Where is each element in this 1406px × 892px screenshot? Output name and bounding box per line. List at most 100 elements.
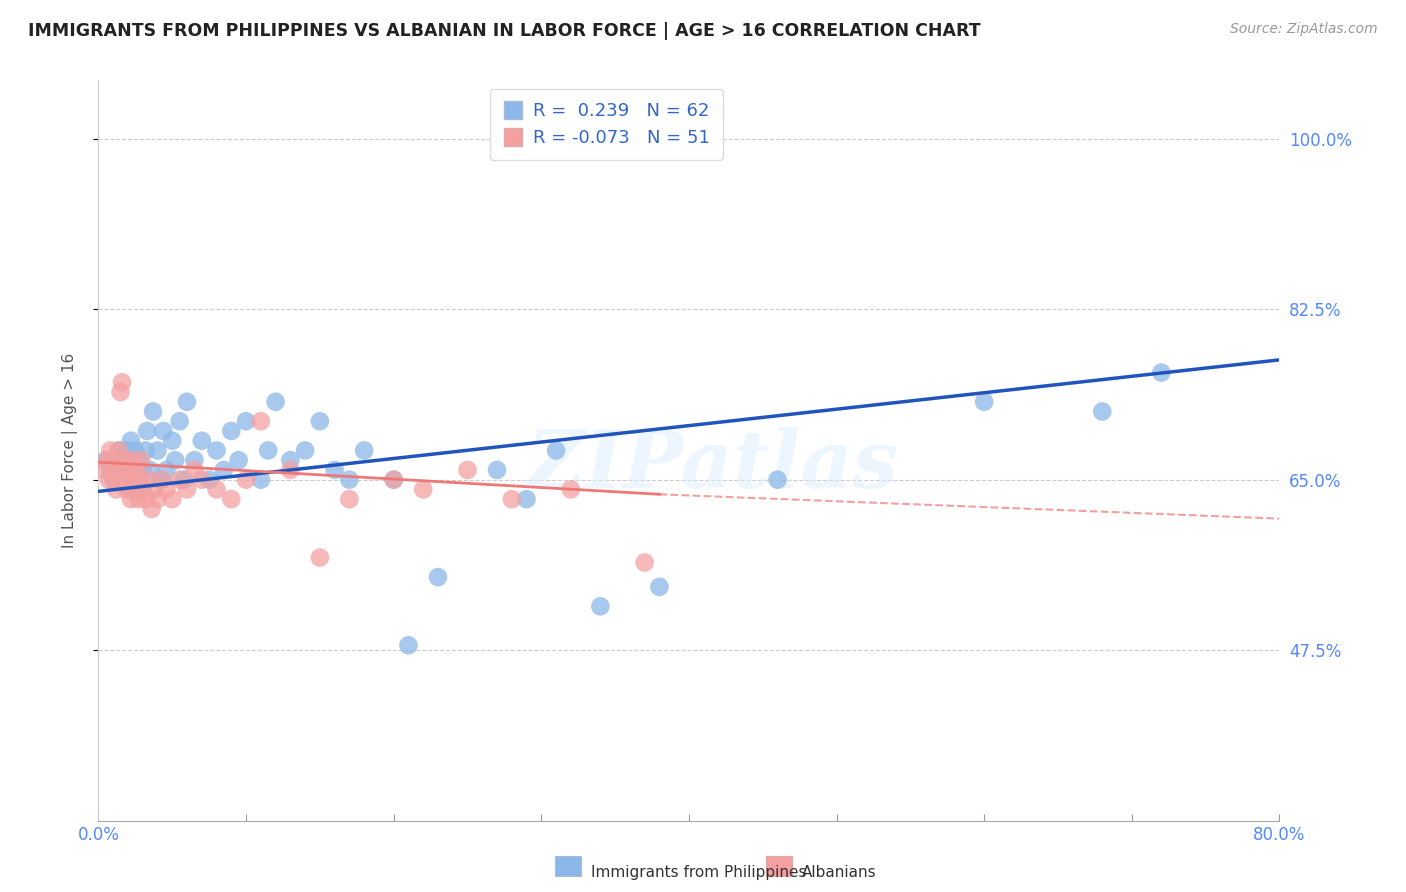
Point (125, 473, 148, 487)
Point (122, 463, 145, 477)
Point (353, 443, 375, 458)
Point (221, 492, 243, 507)
Point (280, 453, 302, 467)
Point (257, 443, 280, 458)
Point (280, 463, 302, 477)
Point (110, 473, 132, 487)
Point (128, 473, 150, 487)
Point (143, 483, 166, 497)
Point (339, 492, 361, 507)
Point (191, 434, 214, 448)
Point (112, 473, 135, 487)
Point (120, 434, 142, 448)
Point (103, 453, 125, 467)
Y-axis label: In Labor Force | Age > 16: In Labor Force | Age > 16 (62, 353, 77, 548)
Point (135, 492, 157, 507)
Point (382, 473, 405, 487)
Point (110, 384, 132, 399)
Point (212, 463, 235, 477)
Point (427, 570, 450, 584)
Point (486, 463, 509, 477)
Point (309, 550, 332, 565)
Point (766, 473, 789, 487)
Point (127, 453, 149, 467)
Point (176, 394, 198, 409)
Legend: R =  0.239   N = 62, R = -0.073   N = 51: R = 0.239 N = 62, R = -0.073 N = 51 (489, 89, 723, 160)
Point (114, 453, 136, 467)
Point (146, 443, 169, 458)
Point (634, 556, 657, 570)
Point (127, 492, 149, 507)
Point (121, 483, 143, 497)
Text: Source: ZipAtlas.com: Source: ZipAtlas.com (1230, 22, 1378, 37)
Point (152, 424, 174, 438)
Point (198, 473, 221, 487)
Point (546, 443, 568, 458)
Point (103, 473, 125, 487)
Point (1150, 366, 1173, 380)
Point (135, 443, 157, 458)
Point (1091, 404, 1114, 418)
Point (149, 473, 172, 487)
Point (560, 483, 582, 497)
Point (169, 414, 191, 428)
Point (165, 453, 187, 467)
Point (501, 492, 523, 507)
Point (339, 473, 361, 487)
Point (264, 394, 287, 409)
Point (183, 453, 205, 467)
Point (973, 394, 995, 409)
Point (129, 453, 152, 467)
Point (105, 483, 128, 497)
Point (155, 483, 177, 497)
Point (111, 376, 134, 390)
Point (235, 473, 257, 487)
Point (132, 483, 155, 497)
Text: ZIPatlas: ZIPatlas (526, 426, 898, 504)
Point (111, 453, 134, 467)
Point (124, 483, 146, 497)
Point (120, 492, 142, 507)
Point (122, 473, 145, 487)
Text: IMMIGRANTS FROM PHILIPPINES VS ALBANIAN IN LABOR FORCE | AGE > 16 CORRELATION CH: IMMIGRANTS FROM PHILIPPINES VS ALBANIAN … (28, 22, 981, 40)
Point (205, 483, 228, 497)
Point (176, 483, 198, 497)
Point (100, 463, 122, 477)
Point (96, 453, 118, 467)
Point (107, 463, 129, 477)
Point (191, 473, 214, 487)
Point (93, 463, 115, 477)
Point (98, 463, 121, 477)
Point (169, 473, 191, 487)
Point (155, 463, 177, 477)
Point (142, 404, 165, 418)
Point (124, 443, 146, 458)
Text: Albanians: Albanians (801, 865, 876, 880)
Point (139, 463, 162, 477)
Point (114, 463, 136, 477)
Point (250, 414, 273, 428)
Point (98, 443, 121, 458)
Point (94, 453, 117, 467)
Point (323, 463, 346, 477)
Point (97, 473, 120, 487)
Point (150, 473, 173, 487)
Text: Immigrants from Philippines: Immigrants from Philippines (591, 865, 806, 880)
Point (141, 502, 163, 516)
Point (162, 434, 183, 448)
Point (250, 473, 273, 487)
Point (132, 463, 155, 477)
Point (104, 473, 127, 487)
Point (118, 453, 141, 467)
Point (457, 463, 479, 477)
Point (162, 492, 183, 507)
Point (235, 414, 257, 428)
Point (382, 473, 405, 487)
Point (516, 492, 538, 507)
Point (107, 453, 129, 467)
Point (412, 483, 434, 497)
Point (309, 414, 332, 428)
Point (115, 483, 138, 497)
Point (221, 424, 243, 438)
Point (136, 424, 159, 438)
